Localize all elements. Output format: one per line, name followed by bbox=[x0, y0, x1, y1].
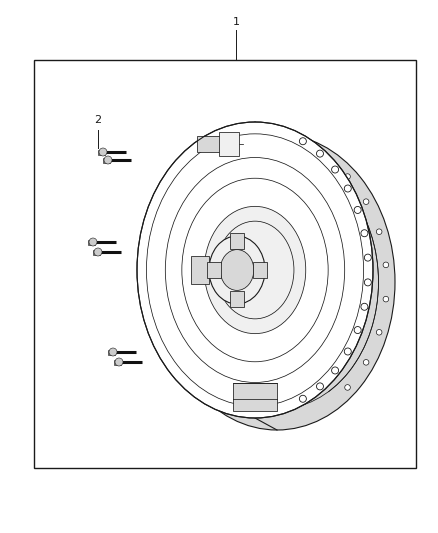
Circle shape bbox=[354, 327, 361, 334]
Bar bbox=[98, 149, 105, 155]
Ellipse shape bbox=[137, 122, 373, 418]
Ellipse shape bbox=[209, 236, 265, 304]
FancyBboxPatch shape bbox=[197, 136, 237, 152]
Text: 2: 2 bbox=[95, 115, 102, 125]
Ellipse shape bbox=[220, 249, 254, 290]
FancyBboxPatch shape bbox=[233, 383, 277, 411]
Circle shape bbox=[364, 254, 371, 261]
Bar bbox=[114, 359, 121, 365]
Circle shape bbox=[300, 138, 306, 145]
Bar bbox=[253, 262, 267, 278]
Circle shape bbox=[364, 279, 371, 286]
Circle shape bbox=[109, 348, 117, 356]
Circle shape bbox=[354, 206, 361, 213]
Circle shape bbox=[99, 148, 107, 156]
Bar bbox=[93, 249, 100, 254]
Ellipse shape bbox=[159, 134, 395, 430]
Circle shape bbox=[361, 303, 368, 310]
Circle shape bbox=[344, 348, 351, 355]
Circle shape bbox=[376, 229, 382, 235]
Bar bbox=[103, 157, 110, 163]
Circle shape bbox=[115, 358, 123, 366]
Text: 1: 1 bbox=[233, 17, 240, 27]
Circle shape bbox=[104, 156, 112, 164]
Circle shape bbox=[383, 296, 389, 302]
Circle shape bbox=[332, 367, 339, 374]
Circle shape bbox=[363, 360, 369, 365]
FancyBboxPatch shape bbox=[219, 132, 239, 156]
Bar bbox=[207, 262, 221, 278]
Circle shape bbox=[94, 248, 102, 256]
Bar bbox=[34, 60, 416, 468]
Circle shape bbox=[363, 199, 369, 205]
Circle shape bbox=[361, 230, 368, 237]
Bar bbox=[108, 350, 115, 354]
Circle shape bbox=[317, 150, 324, 157]
Bar bbox=[191, 256, 209, 284]
Circle shape bbox=[317, 383, 324, 390]
Circle shape bbox=[332, 166, 339, 173]
Circle shape bbox=[345, 174, 350, 180]
Circle shape bbox=[376, 329, 382, 335]
Ellipse shape bbox=[204, 206, 306, 334]
Circle shape bbox=[344, 185, 351, 192]
Bar bbox=[88, 239, 95, 245]
Circle shape bbox=[89, 238, 97, 246]
Circle shape bbox=[345, 385, 350, 390]
Circle shape bbox=[383, 262, 389, 268]
Circle shape bbox=[300, 395, 306, 402]
Bar bbox=[230, 233, 244, 249]
Bar bbox=[230, 291, 244, 307]
